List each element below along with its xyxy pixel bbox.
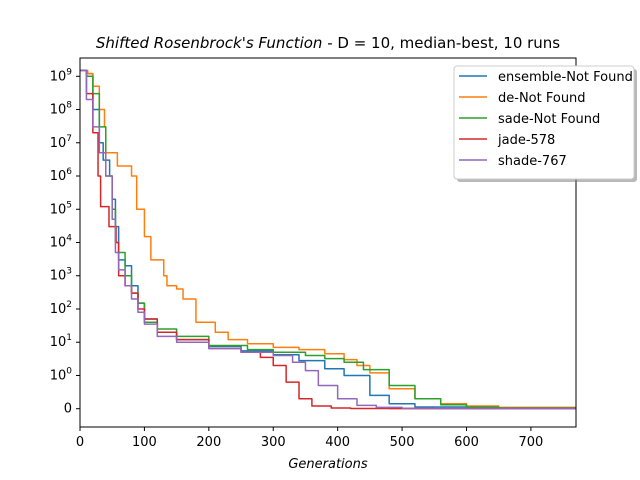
x-tick-label: 0 [76, 435, 84, 450]
x-tick-label: 300 [261, 435, 286, 450]
x-tick-label: 600 [454, 435, 479, 450]
legend-label: shade-767 [498, 154, 567, 169]
series-layer [80, 69, 576, 410]
x-tick-label: 700 [518, 435, 543, 450]
legend-label: sade-Not Found [498, 112, 600, 127]
chart-title-function: Shifted Rosenbrock's Function [96, 34, 323, 52]
y-tick-label: 0 [64, 402, 72, 417]
legend-label: de-Not Found [498, 91, 586, 106]
x-axis: 0 100 200 300 400 500 600 700 [76, 427, 543, 450]
x-tick-label: 500 [390, 435, 415, 450]
chart-title: Shifted Rosenbrock's Function - D = 10, … [96, 34, 560, 52]
legend-label: jade-578 [497, 133, 555, 148]
x-tick-label: 200 [196, 435, 221, 450]
legend: ensemble-Not Found de-Not Found sade-Not F… [453, 65, 637, 182]
x-axis-label: Generations [288, 457, 368, 472]
x-tick-label: 100 [132, 435, 157, 450]
chart-title-details: - D = 10, median-best, 10 runs [322, 34, 560, 52]
series-line-5 [80, 69, 576, 410]
legend-label: ensemble-Not Found [498, 70, 633, 85]
legend-box [453, 65, 635, 180]
x-tick-label: 400 [325, 435, 350, 450]
